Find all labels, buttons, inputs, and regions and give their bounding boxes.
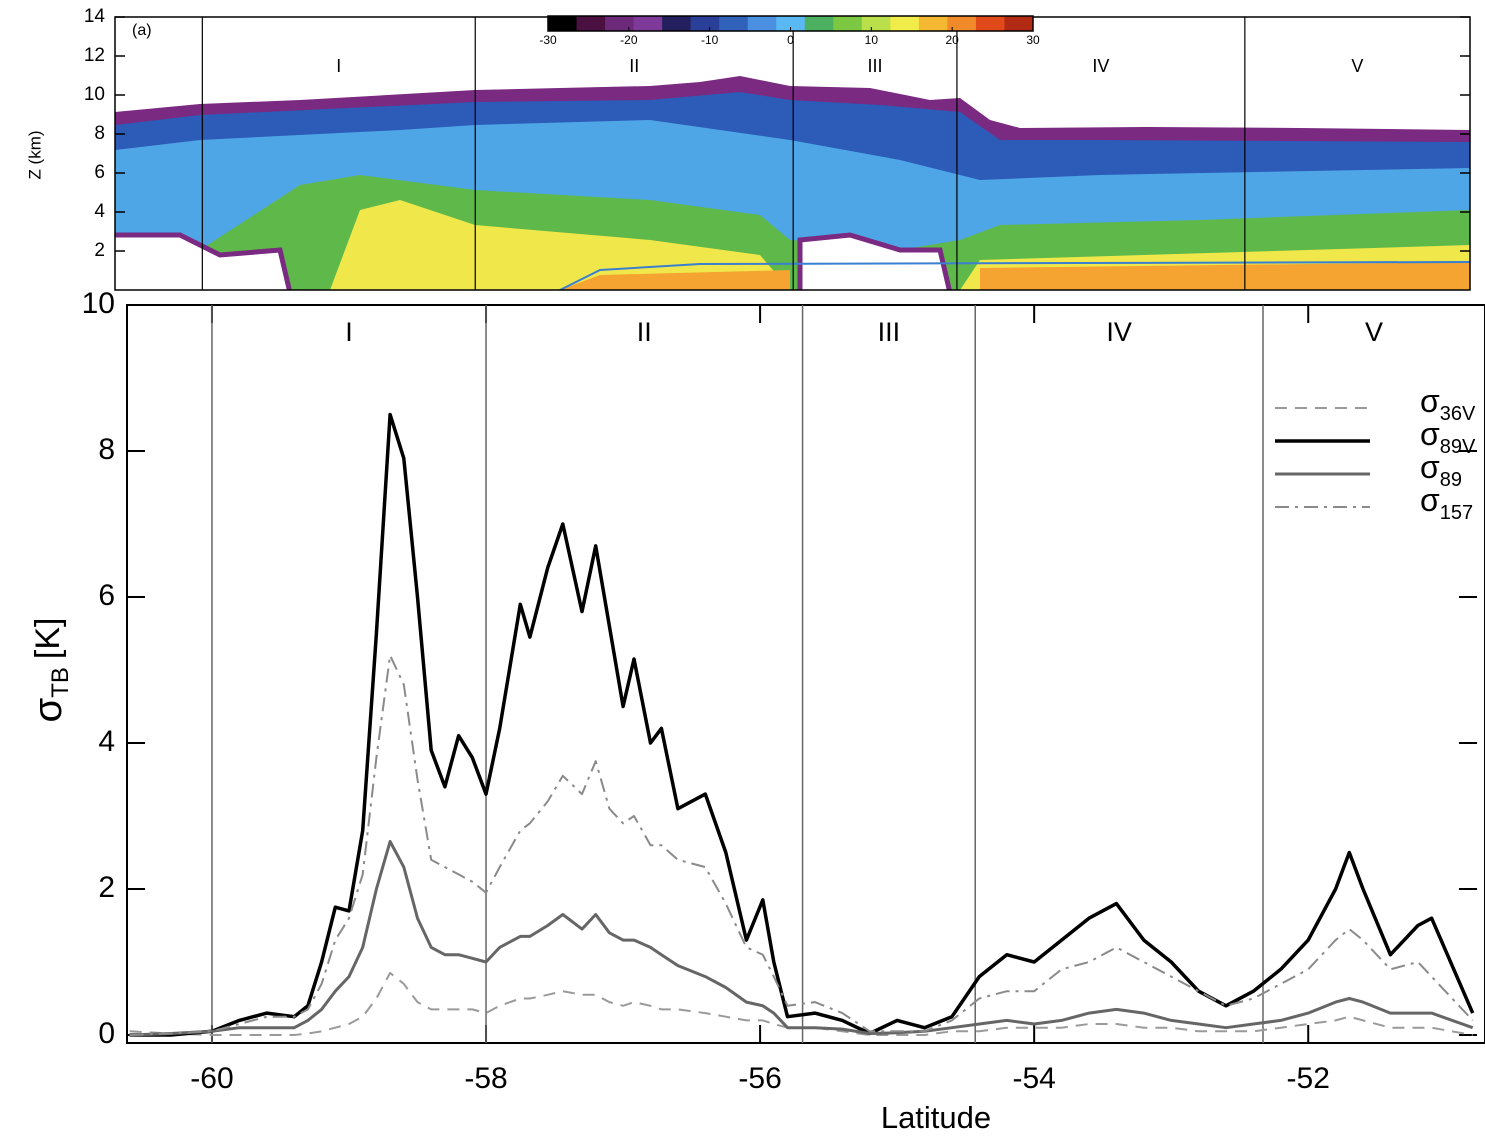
series-line: [129, 654, 1474, 1036]
y-tick-label: 2: [94, 240, 105, 261]
y-tick-label: 8: [98, 433, 115, 466]
y-tick-label: 4: [94, 201, 105, 222]
colorbar-tick-label: 0: [787, 33, 794, 47]
subscript: 89V: [1440, 436, 1476, 458]
y-tick-label: 6: [98, 579, 115, 612]
y-tick-label: 2: [98, 871, 115, 904]
colorbar-segment: [690, 16, 720, 31]
colorbar-segment: [833, 16, 863, 31]
x-tick-label: -52: [1287, 1062, 1330, 1095]
echo-layer: [980, 262, 1470, 290]
radar-image: [115, 76, 1470, 290]
region-label: III: [868, 56, 883, 76]
x-axis-label: Latitude: [881, 1100, 991, 1135]
symbol-label: σ36V: [1420, 383, 1476, 425]
y-tick-label: 0: [98, 1017, 115, 1050]
colorbar-tick-label: 30: [1026, 33, 1040, 47]
y-label-subscript: TB: [47, 667, 74, 698]
echo-layer: [330, 200, 790, 290]
region-label: V: [1351, 56, 1363, 76]
colorbar-segment: [633, 16, 663, 31]
symbol: σ: [1420, 449, 1440, 485]
subscript: 36V: [1440, 403, 1476, 425]
series-line: [129, 840, 1474, 1037]
no-echo: [797, 232, 952, 290]
y-tick-label: 10: [82, 287, 115, 320]
colorbar-segment: [719, 16, 749, 31]
colorbar-segment: [918, 16, 948, 31]
colorbar-segment: [947, 16, 977, 31]
y-tick-label: 14: [84, 6, 106, 27]
series-line: [129, 412, 1475, 1037]
region-label: I: [336, 56, 341, 76]
colorbar-tick-label: -30: [539, 33, 557, 47]
colorbar-segment: [776, 16, 806, 31]
panel-label: (a): [132, 22, 152, 39]
x-tick-label: -54: [1012, 1062, 1055, 1095]
y-axis-label: σTB [K]: [26, 618, 75, 723]
freezing-level: [559, 261, 1470, 290]
plot-area: [129, 412, 1475, 1037]
region-label: IV: [1106, 317, 1132, 347]
region-label: II: [637, 317, 652, 347]
colorbar-tick-label: -10: [701, 33, 719, 47]
symbol-label: σ157: [1420, 482, 1473, 524]
x-tick-label: -56: [738, 1062, 781, 1095]
region-label: V: [1365, 317, 1383, 347]
colorbar-segment: [890, 16, 920, 31]
symbol: σ: [1420, 482, 1440, 518]
colorbar-segment: [1004, 16, 1034, 31]
series-line: [129, 971, 1473, 1036]
y-tick-label: 8: [94, 123, 105, 144]
colorbar-tick-label: -20: [620, 33, 638, 47]
x-tick-label: -58: [464, 1062, 507, 1095]
colorbar-segment: [861, 16, 891, 31]
x-tick-label: -60: [190, 1062, 233, 1095]
y-label-unit: [K]: [29, 618, 67, 660]
bottom-frame: [126, 304, 1485, 1044]
colorbar-segment: [576, 16, 606, 31]
symbol-label: σ89: [1420, 449, 1462, 491]
y-axis-label: Z (km): [25, 130, 44, 179]
y-tick-label: 4: [98, 725, 115, 758]
colorbar-segment: [605, 16, 635, 31]
subscript: 157: [1440, 502, 1473, 524]
colorbar-tick-label: 20: [945, 33, 959, 47]
region-label: I: [345, 317, 353, 347]
y-label-symbol: σ: [26, 697, 70, 722]
subscript: 89: [1440, 469, 1462, 491]
symbol-label: σ89V: [1420, 416, 1476, 458]
symbol: σ: [1420, 383, 1440, 419]
region-label: IV: [1092, 56, 1109, 76]
colorbar-segment: [804, 16, 834, 31]
y-tick-label: 10: [84, 84, 105, 105]
region-label: III: [878, 317, 901, 347]
y-tick-label: 6: [94, 162, 105, 183]
region-label: II: [629, 56, 639, 76]
y-tick-label: 12: [84, 45, 105, 66]
colorbar-tick-label: 10: [865, 33, 879, 47]
colorbar-segment: [747, 16, 777, 31]
echo-layer: [560, 270, 790, 290]
colorbar-segment: [548, 16, 578, 31]
symbol: σ: [1420, 416, 1440, 452]
colorbar-segment: [662, 16, 692, 31]
colorbar-segment: [975, 16, 1005, 31]
